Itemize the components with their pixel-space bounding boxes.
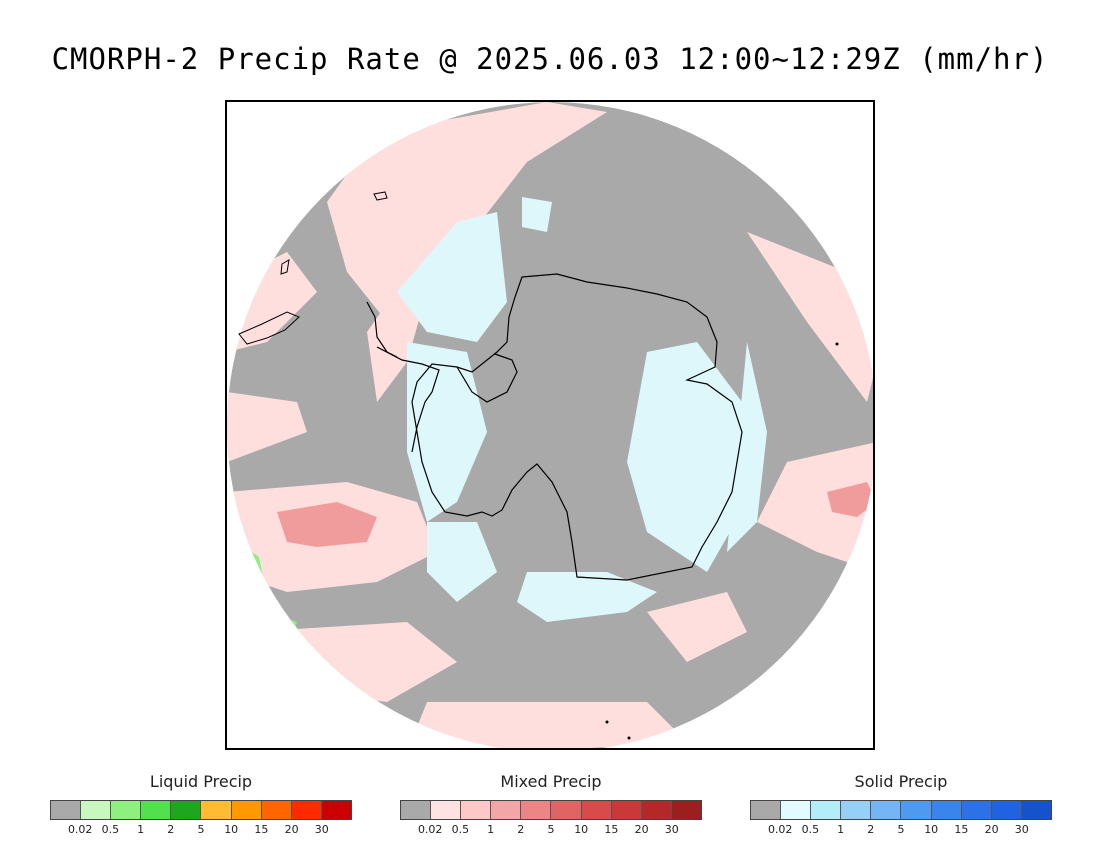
liquid-tick-label: 2	[167, 823, 175, 836]
solid-tick-label: 1	[837, 823, 845, 836]
solid-swatch-9	[1021, 801, 1051, 819]
mixed-tick-label: 10	[574, 823, 589, 836]
mixed-swatch-3	[491, 801, 522, 819]
solid-swatch-1	[781, 801, 812, 819]
mixed-swatch-1	[431, 801, 462, 819]
solid-swatch-7	[961, 801, 992, 819]
liquid-swatch-1	[81, 801, 112, 819]
precip-field	[227, 102, 873, 748]
mixed-swatch-5	[551, 801, 582, 819]
solid-tick-label: 15	[954, 823, 969, 836]
south-america-coast	[366, 301, 398, 358]
solid-swatch-4	[871, 801, 902, 819]
liquid-swatch-3	[141, 801, 172, 819]
island-dot	[605, 720, 609, 724]
legend-mixed: Mixed Precip 0.02 0.5 1 2 5 10 15 20 30	[400, 772, 702, 837]
legend-solid-colorbar	[750, 800, 1052, 820]
mixed-tick-label: 0.5	[451, 823, 470, 836]
solid-tick-label: 20	[984, 823, 999, 836]
legend-liquid-colorbar	[50, 800, 352, 820]
liquid-tick-label: 15	[254, 823, 269, 836]
solid-swatch-6	[931, 801, 962, 819]
legend-liquid-ticks: 0.02 0.5 1 2 5 10 15 20 30	[50, 823, 352, 837]
liquid-swatch-7	[261, 801, 292, 819]
legend-liquid: Liquid Precip 0.02 0.5 1 2 5 10 15 20 30	[50, 772, 352, 837]
solid-tick-label: 2	[867, 823, 875, 836]
weddell-sea-inlet	[456, 353, 518, 403]
legend-solid-title: Solid Precip	[854, 772, 948, 791]
antarctica-coastline	[411, 273, 743, 581]
legend-solid: Solid Precip 0.02 0.5 1 2 5 10 15 20 30	[750, 772, 1052, 837]
legend-solid-ticks: 0.02 0.5 1 2 5 10 15 20 30	[750, 823, 1052, 837]
legend-mixed-title: Mixed Precip	[500, 772, 602, 791]
solid-swatch-5	[901, 801, 932, 819]
solid-swatch-0	[751, 801, 782, 819]
liquid-swatch-2	[111, 801, 142, 819]
liquid-tick-label: 0.5	[101, 823, 120, 836]
mixed-tick-label: 5	[547, 823, 555, 836]
liquid-tick-label: 20	[284, 823, 299, 836]
map-title: CMORPH-2 Precip Rate @ 2025.06.03 12:00~…	[51, 42, 1049, 76]
mixed-tick-label: 2	[517, 823, 525, 836]
solid-precip-areas	[397, 197, 767, 622]
liquid-tick-label: 0.02	[67, 823, 93, 836]
legend-mixed-ticks: 0.02 0.5 1 2 5 10 15 20 30	[400, 823, 702, 837]
solid-tick-label: 30	[1014, 823, 1029, 836]
mixed-swatch-8	[641, 801, 672, 819]
mixed-swatch-6	[581, 801, 612, 819]
liquid-swatch-5	[201, 801, 232, 819]
liquid-swatch-6	[231, 801, 262, 819]
liquid-swatch-4	[171, 801, 202, 819]
solid-tick-label: 10	[924, 823, 939, 836]
island-coast	[373, 191, 388, 201]
liquid-tick-label: 10	[224, 823, 239, 836]
liquid-tick-label: 1	[137, 823, 145, 836]
mixed-tick-label: 1	[487, 823, 495, 836]
liquid-tick-label: 5	[197, 823, 205, 836]
solid-swatch-8	[991, 801, 1022, 819]
legend-liquid-title: Liquid Precip	[149, 772, 253, 791]
island-dot	[627, 736, 631, 740]
solid-tick-label: 0.02	[767, 823, 793, 836]
liquid-swatch-0	[51, 801, 82, 819]
mixed-swatch-9	[671, 801, 701, 819]
island-coast	[280, 259, 290, 275]
liquid-tick-label: 30	[314, 823, 329, 836]
mixed-swatch-2	[461, 801, 492, 819]
liquid-swatch-8	[291, 801, 322, 819]
map-panel	[225, 100, 875, 750]
mixed-tick-label: 15	[604, 823, 619, 836]
solid-tick-label: 5	[897, 823, 905, 836]
mixed-swatch-7	[611, 801, 642, 819]
polar-map	[227, 102, 873, 748]
mixed-swatch-0	[401, 801, 432, 819]
solid-swatch-3	[841, 801, 872, 819]
liquid-swatch-9	[321, 801, 351, 819]
legend-mixed-colorbar	[400, 800, 702, 820]
island-cluster-coast	[238, 311, 300, 345]
island-dot	[835, 342, 839, 346]
mixed-precip-heavy	[277, 482, 873, 547]
mixed-tick-label: 20	[634, 823, 649, 836]
antarctic-peninsula-coast	[376, 346, 440, 453]
solid-tick-label: 0.5	[801, 823, 820, 836]
mixed-tick-label: 30	[664, 823, 679, 836]
solid-swatch-2	[811, 801, 842, 819]
mixed-tick-label: 0.02	[417, 823, 443, 836]
mixed-swatch-4	[521, 801, 552, 819]
